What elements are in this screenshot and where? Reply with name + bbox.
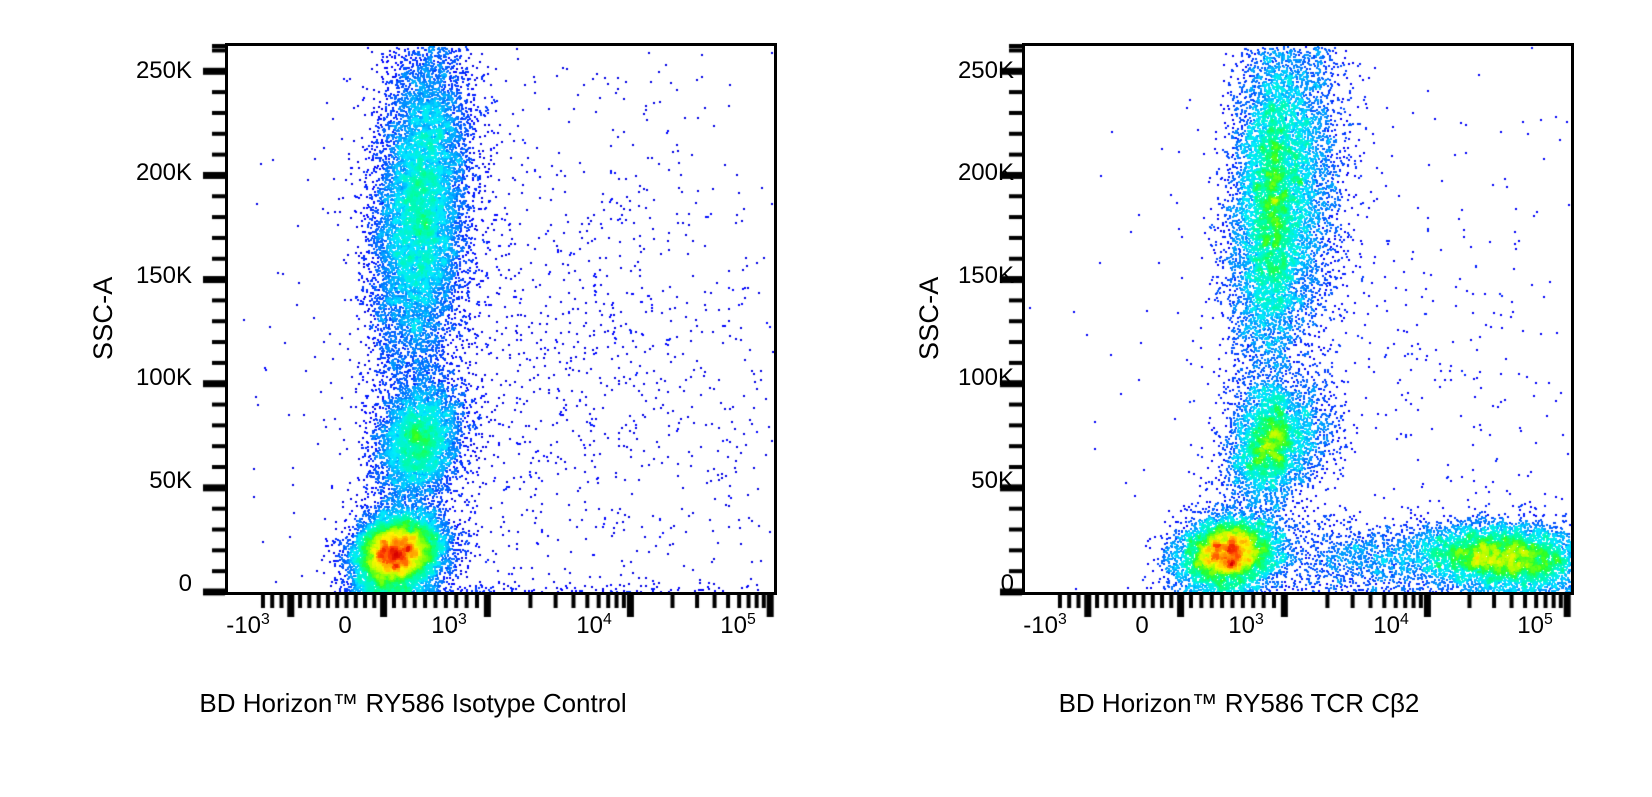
x-tick-label-1e3-right: 103 — [1186, 612, 1306, 640]
x-tick-label-0-left: 0 — [285, 612, 405, 640]
density-scatter-right — [1025, 46, 1571, 592]
x-tick-exp-1e5-left: 5 — [746, 611, 756, 628]
x-tick-exp-1e4-right: 4 — [1399, 611, 1409, 628]
x-tick-label-1e3-left: 103 — [389, 612, 509, 640]
panel-caption-right: BD Horizon™ RY586 TCR Cβ2 — [1058, 688, 1420, 718]
x-tick-exp-1e3-left: 3 — [457, 611, 467, 628]
x-tick-exp-1e4-left: 4 — [602, 611, 612, 628]
x-tick-label-1e5-right: 105 — [1475, 612, 1595, 640]
x-tick-label-1e5-left: 105 — [678, 612, 798, 640]
x-tick-text-0-right: 0 — [1135, 612, 1149, 639]
panel-tcr-cbeta2: SSC-A 250K 200K 150K 100K 50K 0 -103 0 1… — [826, 0, 1652, 797]
x-tick-text-1e3-left: 10 — [431, 612, 458, 639]
x-tick-text-0-left: 0 — [338, 612, 352, 639]
x-tick-label-0-right: 0 — [1082, 612, 1202, 640]
panel-isotype-control: SSC-A 250K 200K 150K 100K 50K 0 -103 0 1… — [0, 0, 826, 797]
x-tick-exp-1e5-right: 5 — [1543, 611, 1553, 628]
x-tick-text-neg1e3-right: -10 — [1023, 612, 1058, 639]
x-tick-exp-1e3-right: 3 — [1254, 611, 1264, 628]
panel-caption-left: BD Horizon™ RY586 Isotype Control — [199, 688, 627, 718]
x-tick-label-neg1e3-left: -103 — [188, 612, 308, 640]
density-scatter-left — [228, 46, 774, 592]
x-tick-text-1e4-right: 10 — [1373, 612, 1400, 639]
x-tick-label-1e4-left: 104 — [534, 612, 654, 640]
x-tick-exp-neg1e3-right: 3 — [1057, 611, 1067, 628]
x-tick-text-1e5-left: 10 — [720, 612, 747, 639]
x-tick-label-neg1e3-right: -103 — [985, 612, 1105, 640]
x-tick-text-1e5-right: 10 — [1517, 612, 1544, 639]
x-tick-text-1e3-right: 10 — [1228, 612, 1255, 639]
x-tick-text-neg1e3-left: -10 — [226, 612, 261, 639]
x-tick-exp-neg1e3-left: 3 — [260, 611, 270, 628]
x-tick-text-1e4-left: 10 — [576, 612, 603, 639]
x-tick-label-1e4-right: 104 — [1331, 612, 1451, 640]
